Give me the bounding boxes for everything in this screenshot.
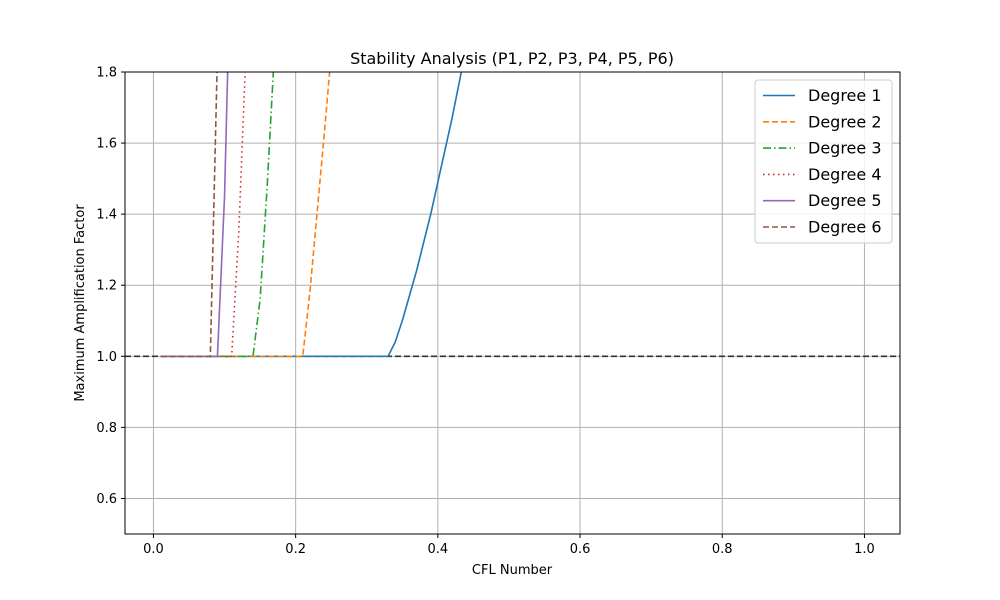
legend-label-degree-5: Degree 5 bbox=[808, 191, 882, 210]
series-line-degree-6 bbox=[160, 72, 218, 358]
y-tick-label: 1.6 bbox=[96, 137, 117, 152]
y-tick-label: 1.0 bbox=[96, 350, 117, 365]
x-axis: 0.0 0.2 0.4 0.6 0.8 1.0 bbox=[143, 534, 875, 557]
series-layer bbox=[160, 72, 463, 358]
x-axis-label: CFL Number bbox=[472, 563, 553, 578]
y-tick-label: 1.4 bbox=[96, 208, 117, 223]
y-axis: 0.6 0.8 1.0 1.2 1.4 1.6 1.8 bbox=[96, 66, 125, 507]
x-tick-label: 0.2 bbox=[285, 542, 306, 557]
y-tick-label: 0.6 bbox=[96, 492, 117, 507]
x-tick-label: 0.4 bbox=[428, 542, 449, 557]
legend-label-degree-3: Degree 3 bbox=[808, 139, 882, 158]
legend-box bbox=[754, 79, 893, 244]
x-tick-label: 0.0 bbox=[143, 542, 164, 557]
legend-label-degree-1: Degree 1 bbox=[808, 86, 882, 105]
series-line-degree-2 bbox=[160, 72, 331, 358]
legend: Degree 1 Degree 2 Degree 3 Degree 4 Degree 5… bbox=[754, 79, 893, 244]
x-tick-label: 0.6 bbox=[570, 542, 591, 557]
plot-frame bbox=[124, 71, 901, 535]
x-tick-label: 1.0 bbox=[854, 542, 875, 557]
series-line-degree-1 bbox=[160, 72, 463, 358]
legend-label-degree-6: Degree 6 bbox=[808, 218, 882, 237]
legend-label-degree-2: Degree 2 bbox=[808, 112, 882, 131]
y-axis-label: Maximum Amplification Factor bbox=[73, 204, 88, 402]
y-tick-label: 1.8 bbox=[96, 66, 117, 81]
y-tick-label: 0.8 bbox=[96, 421, 117, 436]
legend-label-degree-4: Degree 4 bbox=[808, 165, 882, 184]
x-tick-label: 0.8 bbox=[712, 542, 733, 557]
y-tick-label: 1.2 bbox=[96, 279, 117, 294]
chart-title: Stability Analysis (P1, P2, P3, P4, P5, … bbox=[350, 49, 674, 68]
